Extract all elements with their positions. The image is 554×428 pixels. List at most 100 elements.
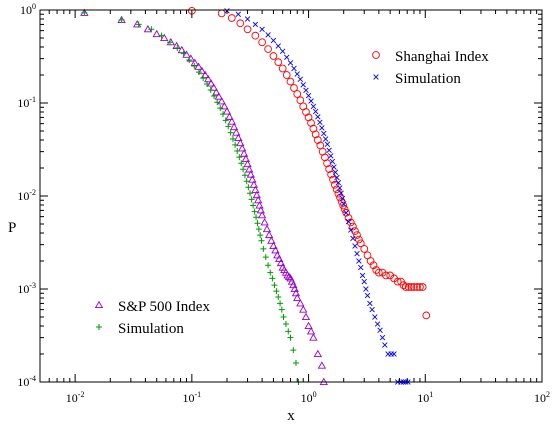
legend-item: Simulation — [96, 321, 184, 337]
data-point — [243, 25, 252, 34]
data-point — [374, 321, 381, 327]
data-point — [296, 299, 305, 307]
data-point — [410, 283, 418, 291]
data-point — [297, 76, 304, 82]
data-point — [404, 283, 413, 291]
data-point — [280, 313, 287, 320]
data-point — [352, 243, 358, 249]
data-point — [282, 321, 289, 328]
data-point — [252, 21, 259, 28]
legend-label: S&P 500 Index — [118, 299, 210, 315]
data-point — [248, 175, 257, 183]
data-point — [118, 17, 125, 24]
data-point — [251, 31, 260, 40]
data-point — [255, 226, 262, 233]
data-point — [293, 293, 302, 302]
data-point — [372, 314, 378, 320]
data-point — [182, 50, 191, 58]
legend-marker — [372, 51, 380, 59]
data-point — [342, 208, 351, 217]
data-point — [358, 264, 364, 271]
data-point — [321, 130, 327, 137]
data-point — [264, 45, 272, 53]
data-point — [217, 97, 226, 105]
data-point — [299, 305, 308, 313]
data-point — [232, 128, 241, 136]
data-point — [349, 222, 357, 231]
legend-layer: Shanghai Index Simulation S&P 500 Index Sim… — [94, 49, 489, 337]
data-point — [241, 154, 250, 162]
data-point — [311, 130, 320, 139]
data-point — [355, 235, 363, 244]
data-point — [257, 232, 264, 239]
data-point — [422, 311, 431, 320]
data-point — [340, 201, 347, 207]
data-point — [234, 147, 241, 154]
x-tick-label: 10-1 — [183, 390, 202, 405]
data-point — [359, 272, 366, 279]
data-point — [293, 90, 302, 98]
data-point — [407, 283, 416, 291]
data-point — [245, 184, 252, 191]
data-point — [290, 84, 298, 92]
data-point — [287, 60, 294, 66]
data-point — [356, 239, 365, 248]
data-point — [328, 153, 334, 159]
legend-label: Simulation — [118, 321, 184, 337]
data-point — [253, 214, 260, 221]
data-point — [273, 251, 282, 259]
data-point — [269, 52, 278, 60]
data-point — [319, 125, 325, 131]
data-point — [200, 75, 207, 82]
y-tick-label: 10-2 — [17, 188, 36, 203]
data-point — [416, 283, 424, 291]
axes-layer: 10-2 10-1 100 101 102 10-4 10-3 10-2 10-1 100 x P — [8, 2, 550, 424]
data-point — [278, 306, 285, 313]
data-point — [265, 32, 271, 38]
data-point — [283, 271, 292, 279]
data-point — [332, 185, 341, 194]
data-point — [236, 19, 245, 28]
data-point — [220, 111, 227, 118]
data-point — [253, 195, 263, 204]
data-point — [350, 235, 356, 242]
data-point — [364, 292, 371, 299]
data-point — [300, 82, 306, 88]
data-point — [254, 220, 261, 227]
data-point — [220, 102, 229, 110]
data-point — [312, 108, 319, 115]
data-point — [291, 65, 297, 72]
data-point — [372, 266, 381, 274]
data-point — [204, 81, 211, 88]
data-point — [322, 136, 329, 142]
data-point — [292, 360, 299, 367]
data-point — [305, 92, 312, 99]
data-point — [227, 117, 236, 125]
data-point — [236, 154, 243, 161]
data-point — [260, 245, 267, 252]
data-point — [277, 300, 284, 307]
data-layer — [80, 6, 431, 385]
data-point — [282, 71, 291, 79]
data-point — [374, 268, 383, 277]
data-point — [401, 283, 410, 291]
data-point — [258, 237, 265, 244]
data-point — [399, 281, 408, 290]
data-point — [235, 11, 242, 17]
data-point — [204, 74, 213, 83]
data-point — [135, 21, 142, 28]
data-point — [238, 144, 247, 152]
data-point — [240, 166, 247, 173]
data-point — [239, 149, 249, 157]
data-point — [329, 175, 337, 184]
data-point — [291, 288, 301, 297]
series-1 — [224, 8, 411, 385]
data-point — [246, 170, 255, 178]
data-point — [363, 286, 369, 292]
data-point — [317, 119, 323, 126]
data-point — [222, 117, 229, 124]
data-point — [269, 241, 278, 249]
data-point — [338, 190, 344, 196]
data-point — [197, 66, 207, 75]
data-point — [284, 272, 294, 280]
